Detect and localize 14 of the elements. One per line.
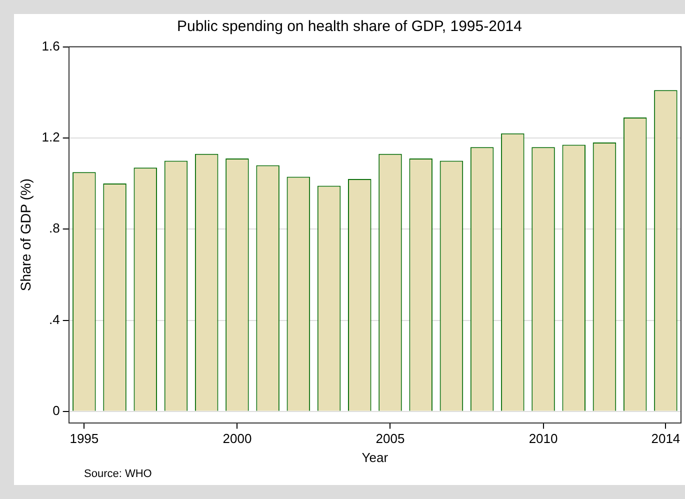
chart-title: Public spending on health share of GDP, 1995-2014 (176, 18, 523, 35)
y-axis-title: Share of GDP (%) (17, 178, 34, 292)
y-tick-label: 1.2 (42, 130, 60, 145)
x-tick-label: 1995 (70, 431, 99, 446)
y-tick-label: .8 (49, 220, 60, 236)
source-note: Source: WHO (84, 468, 152, 480)
x-tick-label: 2014 (651, 431, 680, 446)
y-tick-label: 0 (52, 402, 60, 418)
y-tick-label: .4 (49, 312, 60, 327)
x-tick-label: 2010 (528, 431, 558, 446)
x-axis-title: Year (362, 450, 389, 465)
y-tick-label: 1.6 (42, 38, 60, 54)
x-tick-label: 2000 (222, 431, 252, 446)
x-tick-label: 2005 (376, 431, 405, 446)
